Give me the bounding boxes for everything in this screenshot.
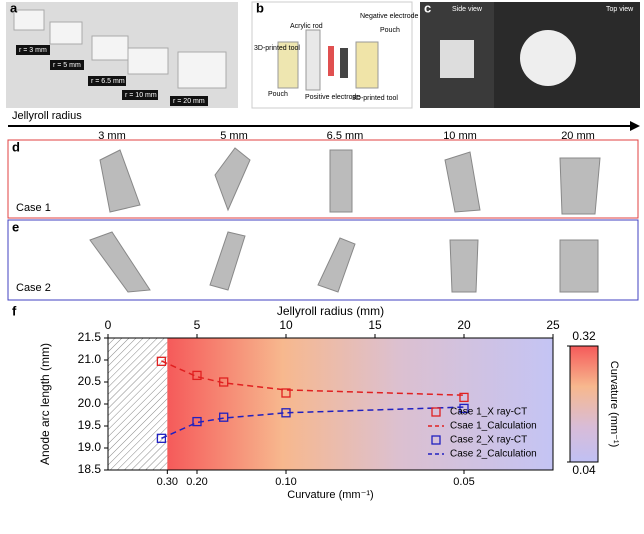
legend-label: Case 2_Calculation xyxy=(450,449,537,460)
y-tick-label: 19.0 xyxy=(78,440,102,454)
case-label: Case 2 xyxy=(16,282,51,294)
x2-tick-label: 0.30 xyxy=(157,476,178,488)
label: 5 mm xyxy=(220,130,248,142)
tool xyxy=(277,41,299,89)
radius-tags: r = 3 mm r = 5 mm r = 6.5 mm r = 10 mm r… xyxy=(16,45,208,106)
arrow-labels: 3 mm 5 mm 6.5 mm 10 mm 20 mm xyxy=(98,130,595,142)
device xyxy=(440,40,474,78)
marker xyxy=(281,388,291,398)
x-axis-title: Jellyroll radius (mm) xyxy=(277,304,384,318)
calc-line xyxy=(161,406,465,440)
label: Pouch xyxy=(268,91,288,98)
x-tick-label: 20 xyxy=(457,318,471,332)
legend-marker xyxy=(431,407,441,417)
x2-tick-label: 0.10 xyxy=(275,476,296,488)
panel-d xyxy=(7,139,639,219)
arrow-head xyxy=(630,121,640,131)
marker xyxy=(156,433,167,443)
legend-label: Case 2_X ray-CT xyxy=(450,435,527,446)
tag: r = 3 mm xyxy=(19,47,47,54)
x-tick-label: 5 xyxy=(194,318,201,332)
y-tick-label: 18.5 xyxy=(78,462,102,476)
y-axis-title: Anode arc length (mm) xyxy=(38,343,52,465)
marker xyxy=(156,356,167,366)
tag: r = 10 mm xyxy=(125,92,157,99)
label: 10 mm xyxy=(443,130,477,142)
y-tick-label: 20.5 xyxy=(78,374,102,388)
marker xyxy=(459,392,469,403)
x-tick-label: 15 xyxy=(368,318,382,332)
panel-letter: b xyxy=(256,0,264,15)
colorbar-tick-label: 0.04 xyxy=(572,463,596,477)
panel-letter: d xyxy=(12,139,20,154)
label: 3D-printed tool xyxy=(352,95,398,102)
y-tick-label: 20.0 xyxy=(78,396,102,410)
curvature-background xyxy=(167,338,554,470)
panel-letter: f xyxy=(12,303,17,318)
chart-f: 18.5 19.0 19.5 20.0 20.5 21.0 21.50 5 10 15 20 25 0.… xyxy=(38,304,620,501)
panel-letter: a xyxy=(10,0,18,15)
label: Acrylic rod xyxy=(290,23,323,30)
device xyxy=(520,30,576,86)
label: Pouch xyxy=(380,27,400,34)
label: Negative electrode xyxy=(360,13,418,20)
label: 6.5 mm xyxy=(327,130,364,142)
x2-tick-label: 0.05 xyxy=(453,476,474,488)
label: 20 mm xyxy=(561,130,595,142)
x-tick-label: 25 xyxy=(546,318,560,332)
colorbar-tick-label: 0.32 xyxy=(572,329,596,343)
rod xyxy=(305,29,321,91)
label: Top view xyxy=(606,6,634,13)
electrode xyxy=(328,46,334,76)
calc-line xyxy=(161,360,465,396)
electrode xyxy=(340,48,348,78)
legend-marker xyxy=(431,435,441,445)
colorbar xyxy=(569,345,599,463)
y-tick-label: 21.0 xyxy=(78,352,102,366)
y-tick-label: 21.5 xyxy=(78,330,102,344)
panel-letter: e xyxy=(12,219,19,234)
legend-label: Csae 1_Calculation xyxy=(450,421,537,432)
case-label: Case 1 xyxy=(16,202,51,214)
colorbar-title: Curvature (mm⁻¹) xyxy=(608,361,620,447)
x-tick-label: 0 xyxy=(105,318,112,332)
cylinders xyxy=(89,147,601,293)
x2-tick-label: 0.20 xyxy=(186,476,207,488)
tool xyxy=(355,41,379,89)
legend-label: Case 1_X ray-CT xyxy=(450,407,527,418)
tag: r = 20 mm xyxy=(173,98,205,105)
x-tick-label: 10 xyxy=(279,318,293,332)
panel-e xyxy=(7,219,639,301)
y-tick-label: 19.5 xyxy=(78,418,102,432)
label: Side view xyxy=(452,6,483,13)
holders xyxy=(13,9,227,89)
x2-axis-title: Curvature (mm⁻¹) xyxy=(287,489,373,501)
label: 3 mm xyxy=(98,130,126,142)
label: 3D-printed tool xyxy=(254,45,300,52)
tag: r = 6.5 mm xyxy=(91,78,125,85)
label: Positive electrode xyxy=(305,94,360,101)
arrow-title: Jellyroll radius xyxy=(12,110,82,122)
tag: r = 5 mm xyxy=(53,62,81,69)
marker xyxy=(459,403,469,414)
panel-letter: c xyxy=(424,0,431,15)
